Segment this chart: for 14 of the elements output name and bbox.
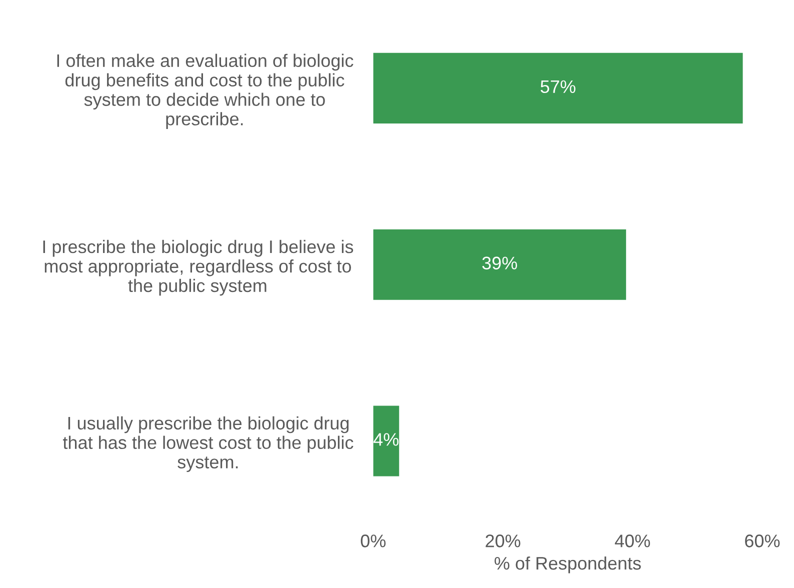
y-tick-label: I usually prescribe the biologic drug that has the lowest cost to the public system.: [62, 416, 354, 472]
bar: [373, 406, 400, 476]
data-label: 39%: [482, 256, 518, 270]
y-tick-label: I prescribe the biologic drug I believe is most appropriate, regardless of cost to the public system: [43, 240, 354, 296]
x-tick-label: 40%: [614, 534, 650, 548]
data-label: 4%: [374, 433, 399, 446]
y-tick-label: I often make an evaluation of biologic drug benefits and cost to the public system to decide which one to prescribe.: [57, 54, 354, 129]
x-tick-label: 0%: [360, 534, 386, 548]
x-axis-title: % of Respondents: [494, 556, 641, 574]
x-tick-label: 20%: [486, 534, 520, 548]
data-label: 57%: [540, 80, 576, 94]
x-tick-label: 60%: [745, 534, 780, 548]
bar: [373, 52, 743, 124]
bar: [373, 229, 626, 300]
